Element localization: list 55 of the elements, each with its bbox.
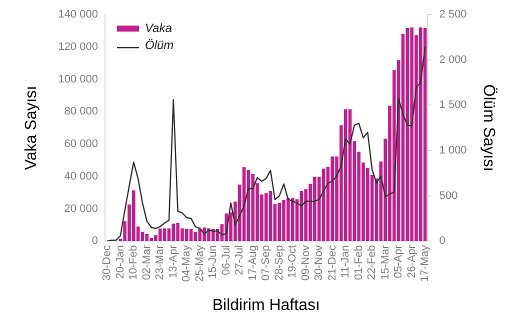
x-tick-label: 13-Apr (167, 244, 180, 278)
y2-axis-title: Ölüm Sayısı (480, 84, 498, 172)
bar (290, 198, 294, 242)
x-tick-label: 20-Jan (114, 245, 126, 279)
x-tick-label: 17-Aug (246, 245, 259, 281)
y-tick-label: 20 000 (64, 202, 98, 215)
x-tick-label: 07-Sep (260, 245, 272, 281)
bar (172, 224, 176, 242)
x-tick-label: 21-Dec (326, 244, 338, 281)
x-tick-label: 06-Jul (220, 245, 232, 276)
y-tick-label: 140 000 (58, 8, 98, 21)
x-tick-label: 30-Dec (101, 244, 114, 281)
x-tick-label: 23-Mar (154, 244, 166, 280)
y2-tick-label: 2 500 (439, 8, 467, 21)
x-tick-label: 04-May (180, 244, 193, 282)
bar (406, 28, 410, 242)
bar (418, 27, 422, 242)
x-tick-label: 26-Apr (406, 244, 418, 278)
bar (158, 228, 162, 242)
x-tick-label: 01-Feb (352, 245, 365, 280)
legend-label: Vaka (144, 20, 172, 35)
x-tick-label: 15-Jun (207, 245, 220, 279)
y2-tick-label: 2 000 (439, 54, 467, 66)
x-tick-label: 09-Nov (300, 244, 312, 281)
y-tick-label: 100 000 (58, 73, 98, 86)
bar (184, 228, 188, 242)
bar (264, 193, 268, 242)
y-tick-label: 0 (92, 235, 98, 248)
y2-tick-label: 1 500 (439, 99, 467, 112)
x-tick-label: 11-Jan (340, 245, 352, 278)
bar (251, 174, 255, 242)
x-tick-label: 02-Mar (140, 244, 153, 280)
x-tick-label: 05-Apr (392, 244, 405, 278)
y2-tick-label: 1 000 (439, 144, 467, 157)
x-tick-label: 15-Mar (379, 244, 392, 280)
y-tick-label: 80 000 (64, 106, 98, 118)
legend-label: Ölüm (144, 38, 174, 52)
x-tick-label: 27-Jul (234, 245, 246, 276)
x-tick-label: 17-May (419, 244, 432, 282)
bar (198, 228, 202, 242)
x-axis-title: Bildirim Haftası (212, 296, 320, 314)
bar (278, 202, 282, 242)
y-axis-title: Vaka Sayısı (23, 86, 40, 170)
x-tick-label: 25-May (194, 244, 206, 282)
y2-tick-label: 0 (439, 235, 446, 248)
bar (268, 190, 272, 242)
x-tick-label: 22-Feb (366, 245, 378, 280)
x-tick-label: 30-Nov (313, 244, 326, 281)
x-tick-label: 19-Oct (286, 245, 299, 278)
y-tick-label: 120 000 (58, 40, 98, 53)
y-tick-label: 60 000 (64, 138, 98, 150)
x-tick-label: 10-Feb (128, 245, 140, 280)
x-tick-label: 28-Sep (273, 245, 286, 281)
y2-tick-label: 500 (439, 190, 458, 202)
y-tick-label: 40 000 (64, 170, 98, 182)
